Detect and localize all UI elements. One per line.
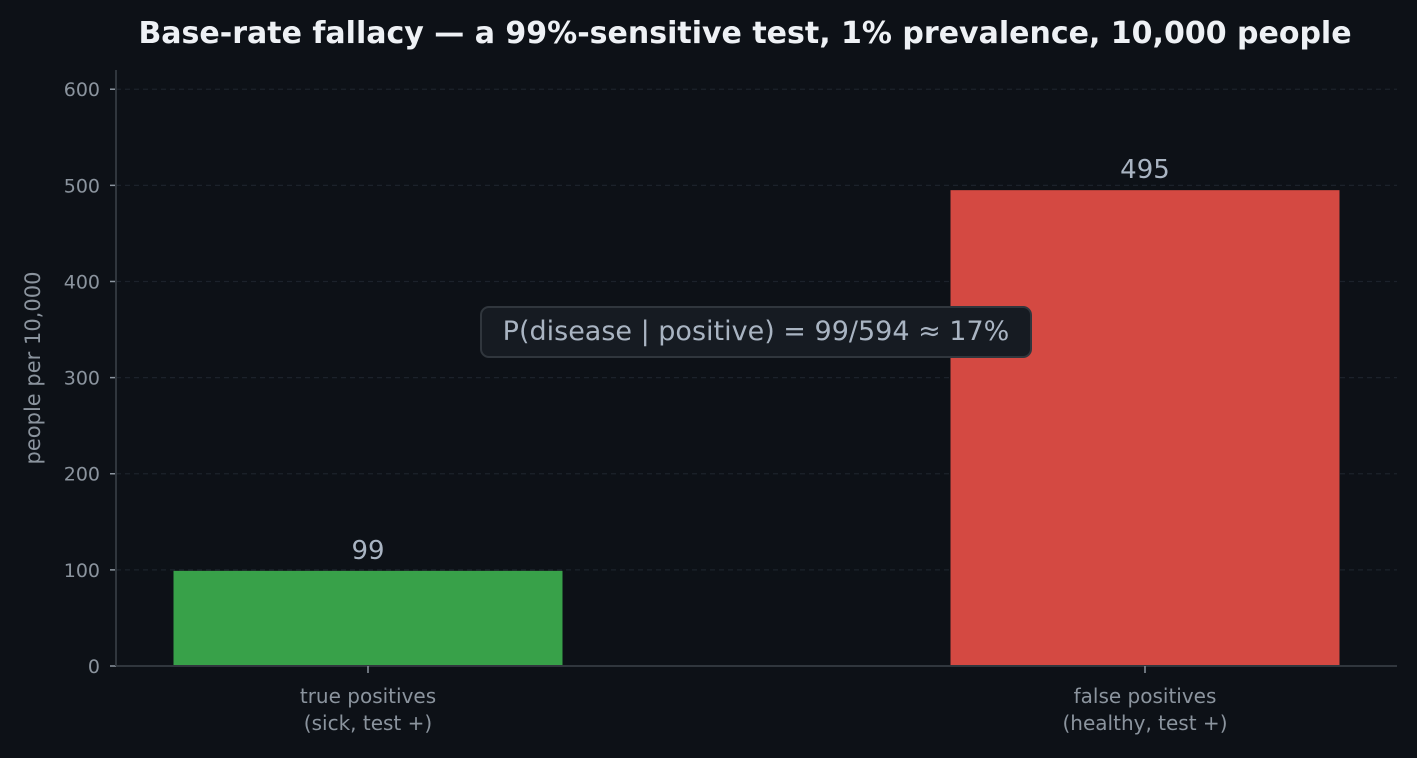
y-tick-label: 500 (64, 175, 100, 197)
annotation-box (480, 306, 1032, 358)
bar-value-label: 495 (1120, 155, 1170, 185)
bar-value-label: 99 (351, 536, 384, 566)
axes: 0 100 200 300 400 500 600 (64, 70, 1397, 678)
y-tick-label: 200 (64, 464, 100, 486)
y-axis-label: people per 10,000 (21, 272, 45, 465)
annotation: P(disease | positive) = 99/594 ≈ 17% (480, 306, 1032, 358)
y-tick-label: 100 (64, 560, 100, 582)
annotation-text: P(disease | positive) = 99/594 ≈ 17% (503, 316, 1010, 347)
y-tick-label: 0 (88, 656, 100, 678)
bars (173, 190, 1340, 666)
x-tick-label: false positives (1074, 684, 1217, 708)
bar-1 (173, 570, 563, 666)
labels: 99 true positives (sick, test +) 495 false p… (300, 155, 1228, 735)
x-tick-label: (healthy, test +) (1063, 711, 1228, 735)
x-tick-label: true positives (300, 684, 436, 708)
y-tick-label: 600 (64, 79, 100, 101)
y-tick-label: 300 (64, 368, 100, 390)
chart-title: Base-rate fallacy — a 99%-sensitive test… (138, 16, 1351, 51)
x-tick-label: (sick, test +) (304, 711, 432, 735)
y-tick-label: 400 (64, 271, 100, 293)
grid-lines (116, 88, 1397, 571)
bar-2 (950, 190, 1340, 666)
